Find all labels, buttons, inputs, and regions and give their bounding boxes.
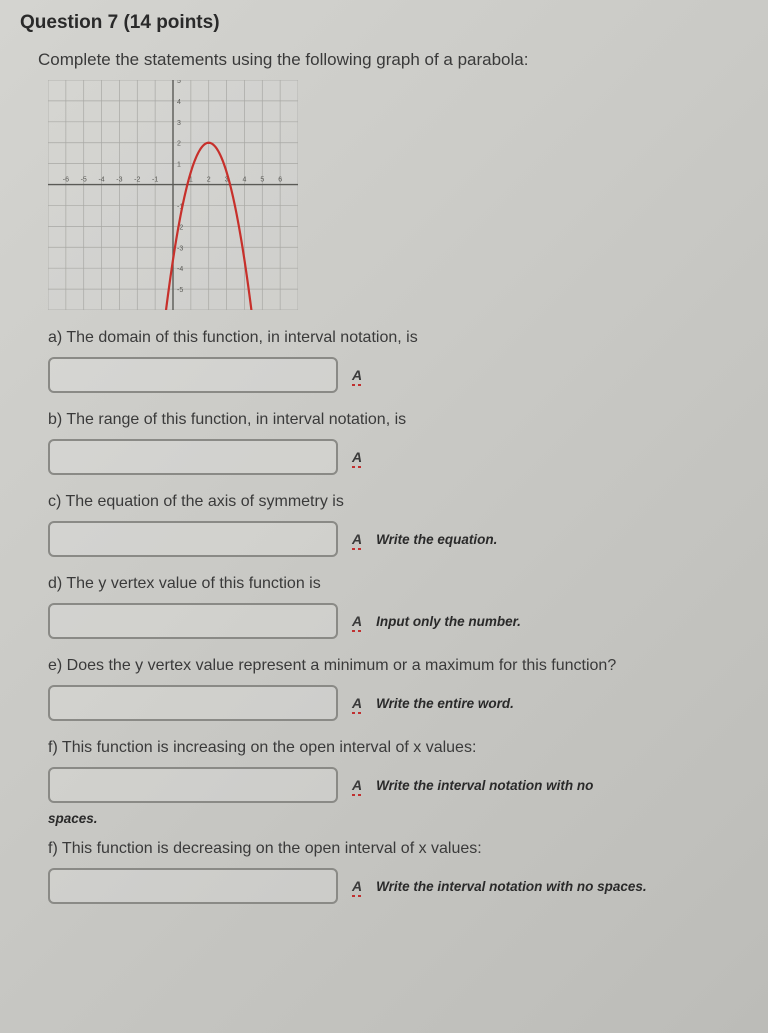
part-f1-hint: Write the interval notation with no — [376, 778, 593, 793]
svg-text:-3: -3 — [116, 177, 122, 184]
part-e-label: e) Does the y vertex value represent a m… — [48, 657, 740, 675]
part-f-increasing: f) This function is increasing on the op… — [48, 739, 740, 803]
part-a-label: a) The domain of this function, in inter… — [48, 329, 740, 347]
part-a-input[interactable] — [48, 357, 338, 393]
spellcheck-icon[interactable]: A — [352, 613, 362, 629]
question-header: Question 7 (14 points) — [20, 12, 740, 34]
svg-text:-1: -1 — [152, 177, 158, 184]
svg-text:6: 6 — [278, 177, 282, 184]
svg-text:5: 5 — [177, 80, 181, 85]
spellcheck-icon[interactable]: A — [352, 695, 362, 711]
svg-text:5: 5 — [260, 177, 264, 184]
svg-text:-6: -6 — [63, 177, 69, 184]
svg-text:2: 2 — [207, 177, 211, 184]
spellcheck-icon[interactable]: A — [352, 531, 362, 547]
part-e-input[interactable] — [48, 685, 338, 721]
part-c-label: c) The equation of the axis of symmetry … — [48, 493, 740, 511]
part-d-label: d) The y vertex value of this function i… — [48, 575, 740, 593]
spellcheck-icon[interactable]: A — [352, 878, 362, 894]
part-b-input[interactable] — [48, 439, 338, 475]
part-f2-input[interactable] — [48, 868, 338, 904]
part-f1-input[interactable] — [48, 767, 338, 803]
svg-text:3: 3 — [177, 120, 181, 127]
part-c-hint: Write the equation. — [376, 532, 497, 547]
svg-text:-5: -5 — [177, 287, 183, 294]
part-f-decreasing: f) This function is decreasing on the op… — [48, 840, 740, 904]
part-c: c) The equation of the axis of symmetry … — [48, 493, 740, 557]
part-f1-hint-continued: spaces. — [48, 811, 740, 826]
svg-text:-3: -3 — [177, 245, 183, 252]
part-f2-label: f) This function is decreasing on the op… — [48, 840, 740, 858]
svg-text:-4: -4 — [177, 266, 183, 273]
svg-text:2: 2 — [177, 141, 181, 148]
svg-text:4: 4 — [242, 177, 246, 184]
part-e: e) Does the y vertex value represent a m… — [48, 657, 740, 721]
spellcheck-icon[interactable]: A — [352, 367, 362, 383]
part-f2-hint: Write the interval notation with no spac… — [376, 879, 647, 894]
parabola-graph: -6-5-4-3-2-112345612345-5-4-3-2-1 — [48, 80, 740, 315]
part-e-hint: Write the entire word. — [376, 696, 514, 711]
svg-text:-5: -5 — [81, 177, 87, 184]
svg-text:4: 4 — [177, 99, 181, 106]
part-f1-label: f) This function is increasing on the op… — [48, 739, 740, 757]
part-b-label: b) The range of this function, in interv… — [48, 411, 740, 429]
spellcheck-icon[interactable]: A — [352, 449, 362, 465]
part-d: d) The y vertex value of this function i… — [48, 575, 740, 639]
svg-text:1: 1 — [177, 162, 181, 169]
part-c-input[interactable] — [48, 521, 338, 557]
part-d-input[interactable] — [48, 603, 338, 639]
spellcheck-icon[interactable]: A — [352, 777, 362, 793]
part-b: b) The range of this function, in interv… — [48, 411, 740, 475]
part-a: a) The domain of this function, in inter… — [48, 329, 740, 393]
part-d-hint: Input only the number. — [376, 614, 521, 629]
svg-text:-4: -4 — [98, 177, 104, 184]
svg-text:-2: -2 — [134, 177, 140, 184]
question-prompt: Complete the statements using the follow… — [38, 50, 740, 70]
